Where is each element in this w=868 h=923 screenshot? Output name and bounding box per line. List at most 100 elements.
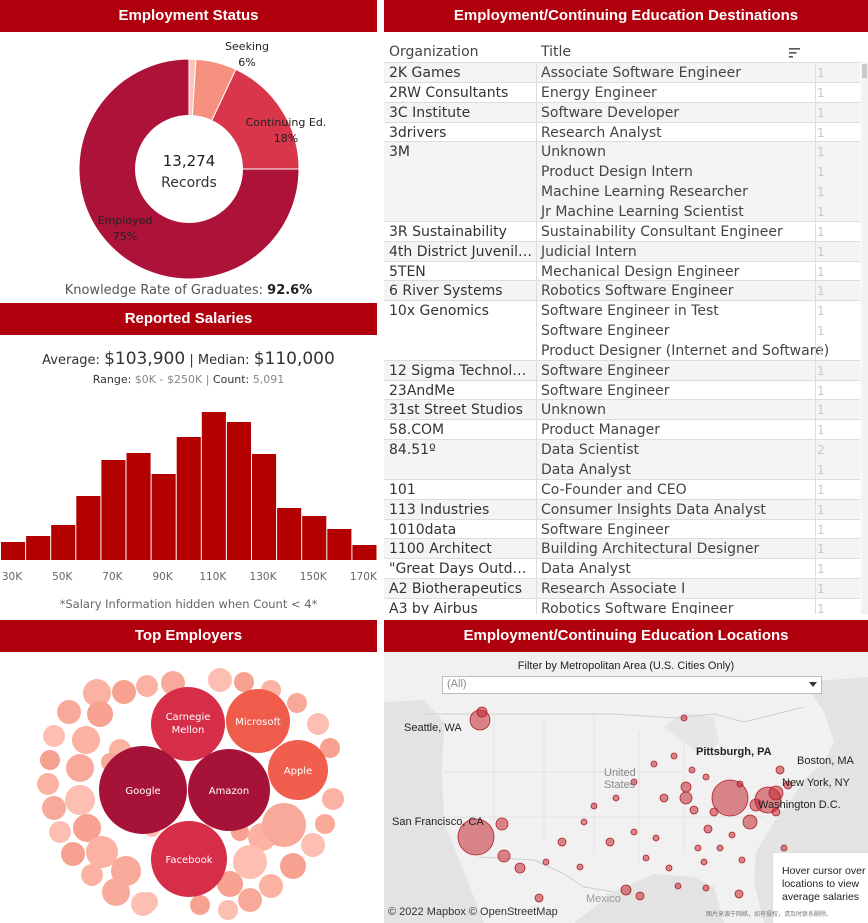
table-row[interactable]: 58.COM Product Manager 1 <box>384 419 860 441</box>
location-dot[interactable] <box>620 884 632 896</box>
bubble-google[interactable]: Google <box>99 746 187 834</box>
employer-bubble[interactable] <box>218 900 238 920</box>
employer-bubble[interactable] <box>73 814 101 842</box>
histogram-bar[interactable] <box>101 460 126 560</box>
employer-bubble[interactable] <box>233 845 267 879</box>
employment-donut-chart[interactable]: 13,274 Records Seeking 6% Continuing Ed.… <box>0 32 377 302</box>
location-dot[interactable] <box>580 818 588 826</box>
table-row[interactable]: 3C Institute Software Developer 1 <box>384 101 860 123</box>
histogram-bar[interactable] <box>26 536 51 560</box>
table-row[interactable]: 2RW Consultants Energy Engineer 1 <box>384 81 860 103</box>
salary-histogram[interactable]: 30K 50K 70K 90K 110K 130K 150K 170K <box>0 397 377 587</box>
sort-icon[interactable] <box>789 48 801 58</box>
histogram-bar[interactable] <box>327 529 352 560</box>
bubble-apple[interactable]: Apple <box>268 740 328 800</box>
location-dot[interactable] <box>734 889 744 899</box>
location-dot[interactable] <box>665 864 673 872</box>
employer-bubble[interactable] <box>287 693 307 713</box>
employer-bubble[interactable] <box>136 675 158 697</box>
employer-bubble[interactable] <box>262 803 306 847</box>
location-dot[interactable] <box>495 817 509 831</box>
histogram-bar[interactable] <box>302 516 327 560</box>
location-dot[interactable] <box>457 818 495 856</box>
employer-bubble[interactable] <box>61 842 85 866</box>
employer-bubble[interactable] <box>86 836 118 868</box>
table-row[interactable]: 84.51º Data Scientist 2 Data Analyst 1 <box>384 439 860 480</box>
metro-filter-select[interactable]: (All) <box>442 676 822 694</box>
location-dot[interactable] <box>742 814 758 830</box>
histogram-bar[interactable] <box>352 545 377 560</box>
location-dot[interactable] <box>680 781 692 793</box>
table-row[interactable]: 3drivers Research Analyst 1 <box>384 121 860 143</box>
bubble-facebook[interactable]: Facebook <box>151 821 227 897</box>
histogram-bar[interactable] <box>176 437 201 560</box>
location-dot[interactable] <box>679 791 693 805</box>
employer-bubble[interactable] <box>315 814 335 834</box>
table-row[interactable]: 3R Sustainability Sustainability Consulta… <box>384 220 860 242</box>
histogram-bar[interactable] <box>252 454 277 560</box>
location-dot[interactable] <box>612 794 620 802</box>
location-dot[interactable] <box>771 807 781 817</box>
employer-bubble[interactable] <box>112 680 136 704</box>
table-row[interactable]: 4th District Juvenile .. Judicial Intern 1 <box>384 240 860 262</box>
map-attribution[interactable]: © 2022 Mapbox © OpenStreetMap <box>388 906 558 918</box>
employer-bubble[interactable] <box>320 738 340 758</box>
table-row[interactable]: 2K Games Associate Software Engineer 1 <box>384 62 860 83</box>
histogram-bar[interactable] <box>201 412 226 560</box>
location-dot[interactable] <box>605 837 615 847</box>
location-dot[interactable] <box>674 882 682 890</box>
location-dot[interactable] <box>514 862 526 874</box>
employer-bubble[interactable] <box>57 700 81 724</box>
histogram-bar[interactable] <box>76 496 101 560</box>
location-dot[interactable] <box>670 752 678 760</box>
location-dot[interactable] <box>736 780 744 788</box>
table-row[interactable]: "Great Days Outdoor.. Data Analyst 1 <box>384 558 860 580</box>
table-row[interactable]: 31st Street Studios Unknown 1 <box>384 399 860 421</box>
location-dot[interactable] <box>576 863 584 871</box>
table-row[interactable]: 1010data Software Engineer 1 <box>384 518 860 540</box>
employer-bubble[interactable] <box>83 679 111 707</box>
location-dot[interactable] <box>783 780 793 790</box>
location-dot[interactable] <box>497 849 511 863</box>
employer-bubble[interactable] <box>322 788 344 810</box>
employer-bubble[interactable] <box>238 888 262 912</box>
histogram-bar[interactable] <box>1 542 26 560</box>
location-dot[interactable] <box>689 805 699 815</box>
table-row[interactable]: 23AndMe Software Engineer 1 <box>384 379 860 401</box>
employer-bubble[interactable] <box>40 750 60 770</box>
location-dot[interactable] <box>728 831 736 839</box>
location-dot[interactable] <box>630 828 638 836</box>
employer-bubble[interactable] <box>37 773 59 795</box>
location-dot[interactable] <box>711 779 749 817</box>
employer-bubble[interactable] <box>66 754 94 782</box>
location-dot[interactable] <box>635 891 645 901</box>
histogram-bar[interactable] <box>277 508 302 560</box>
chevron-down-icon[interactable] <box>809 682 817 688</box>
location-dot[interactable] <box>688 766 696 774</box>
location-dot[interactable] <box>716 844 724 852</box>
employer-bubble[interactable] <box>49 821 71 843</box>
employer-bubble[interactable] <box>234 672 254 692</box>
location-dot[interactable] <box>768 785 784 801</box>
table-row[interactable]: 113 Industries Consumer Insights Data Ana… <box>384 498 860 520</box>
location-dot[interactable] <box>738 856 746 864</box>
table-row[interactable]: 12 Sigma Technologies Software Engineer 1 <box>384 359 860 381</box>
employer-bubble[interactable] <box>138 892 158 912</box>
employer-bubble[interactable] <box>42 796 66 820</box>
location-dot[interactable] <box>650 760 658 768</box>
employer-bubble[interactable] <box>208 668 232 692</box>
histogram-bar[interactable] <box>226 422 251 560</box>
employer-bubble[interactable] <box>307 713 329 735</box>
location-dot[interactable] <box>652 834 660 842</box>
table-row[interactable]: 5TEN Mechanical Design Engineer 1 <box>384 260 860 282</box>
table-row[interactable]: 10x Genomics Software Engineer in Test 1 So… <box>384 300 860 361</box>
location-dot[interactable] <box>709 807 719 817</box>
bubble-carnegie-mellon[interactable]: Carnegie Mellon <box>151 687 225 761</box>
employer-bubble-chart[interactable]: Carnegie Mellon Microsoft Apple Google A… <box>0 652 377 923</box>
employer-bubble[interactable] <box>280 853 306 879</box>
employer-bubble[interactable] <box>111 856 141 886</box>
table-row[interactable]: 101 Co-Founder and CEO 1 <box>384 478 860 500</box>
location-dot[interactable] <box>659 793 669 803</box>
table-scrollbar-thumb[interactable] <box>862 64 867 78</box>
bubble-microsoft[interactable]: Microsoft <box>226 689 290 753</box>
